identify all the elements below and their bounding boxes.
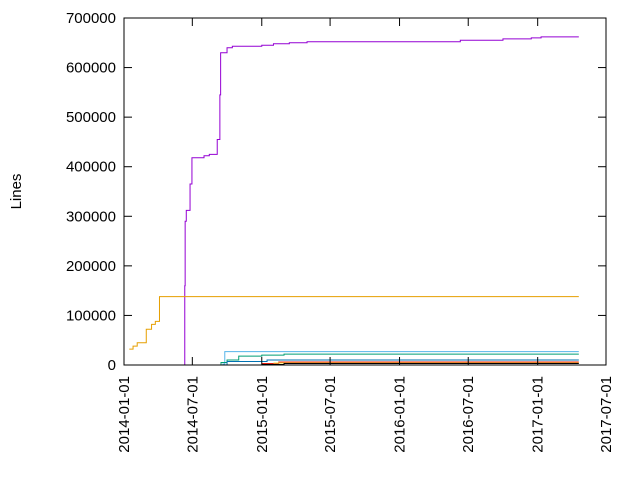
x-tick-label: 2016-01-01 xyxy=(392,376,409,453)
series-line-8 xyxy=(261,363,579,365)
y-tick-label: 200000 xyxy=(66,258,116,275)
y-tick-label: 100000 xyxy=(66,307,116,324)
y-tick-label: 600000 xyxy=(66,60,116,77)
x-tick-label: 2015-07-01 xyxy=(322,376,339,453)
y-tick-label: 500000 xyxy=(66,109,116,126)
y-tick-label: 400000 xyxy=(66,159,116,176)
x-tick-label: 2017-07-01 xyxy=(598,376,615,453)
x-tick-label: 2014-01-01 xyxy=(116,376,133,453)
y-tick-label: 300000 xyxy=(66,208,116,225)
y-tick-label: 700000 xyxy=(66,10,116,27)
series-layer xyxy=(129,36,579,366)
x-tick-label: 2017-01-01 xyxy=(530,376,547,453)
plot-frame xyxy=(123,17,607,366)
series-line-2 xyxy=(129,296,579,350)
y-tick-label: 0 xyxy=(108,357,116,374)
series-line-4 xyxy=(215,353,579,366)
x-tick-label: 2014-07-01 xyxy=(184,376,201,453)
series-line-1 xyxy=(184,36,579,366)
x-tick-label: 2016-07-01 xyxy=(460,376,477,453)
y-axis-title: Lines xyxy=(8,174,25,210)
x-tick-label: 2015-01-01 xyxy=(254,376,271,453)
tick-layer: 0 100000 200000 300000 400000 500000 600000 700… xyxy=(66,10,615,453)
